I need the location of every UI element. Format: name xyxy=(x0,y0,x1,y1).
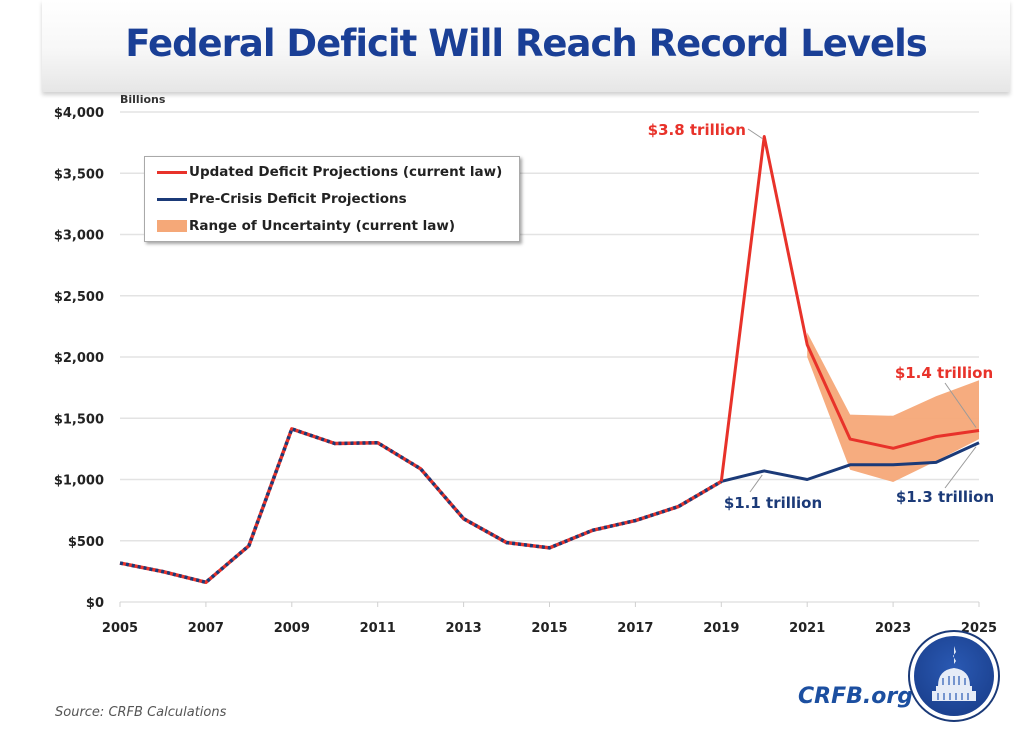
annotation-label: $1.3 trillion xyxy=(896,488,994,506)
y-tick-label: $500 xyxy=(68,535,104,550)
x-tick-label: 2023 xyxy=(875,621,911,636)
y-tick-label: $2,500 xyxy=(54,290,104,305)
annotation-leader xyxy=(749,474,763,493)
y-tick-label: $4,000 xyxy=(54,106,104,121)
x-tick-label: 2005 xyxy=(102,621,138,636)
y-tick-label: $1,000 xyxy=(54,474,104,489)
y-tick-label: $2,000 xyxy=(54,351,104,366)
legend-swatch-range xyxy=(157,220,187,232)
x-tick-label: 2021 xyxy=(789,621,825,636)
x-tick-label: 2011 xyxy=(360,621,396,636)
range-of-uncertainty-band xyxy=(807,332,979,482)
legend-swatch-updated xyxy=(157,170,187,174)
x-tick-label: 2009 xyxy=(274,621,310,636)
annotation-label: $1.1 trillion xyxy=(724,494,822,512)
precrisis-projection-line xyxy=(720,441,980,483)
y-tick-label: $1,500 xyxy=(54,412,104,427)
legend-item-precrisis: Pre-Crisis Deficit Projections xyxy=(157,188,407,210)
annotation-leader xyxy=(944,446,977,489)
x-tick-label: 2017 xyxy=(617,621,653,636)
x-tick-label: 2013 xyxy=(446,621,482,636)
annotation-label: $1.4 trillion xyxy=(895,364,993,382)
updated-projection-line xyxy=(719,135,980,482)
capitol-dome-icon xyxy=(908,630,1000,722)
y-tick-label: $0 xyxy=(86,596,104,611)
y-axis-unit-label: Billions xyxy=(120,93,166,106)
y-tick-label: $3,000 xyxy=(54,229,104,244)
legend-item-range: Range of Uncertainty (current law) xyxy=(157,215,455,237)
brand-link[interactable]: CRFB.org xyxy=(798,684,913,709)
y-tick-label: $3,500 xyxy=(54,167,104,182)
annotation-label: $3.8 trillion xyxy=(648,121,746,139)
legend: Updated Deficit Projections (current law… xyxy=(144,156,520,242)
legend-label: Pre-Crisis Deficit Projections xyxy=(189,191,407,207)
annotation-leader xyxy=(747,128,763,139)
historical-line-red xyxy=(119,427,723,585)
annotation-leader xyxy=(944,382,977,428)
x-tick-label: 2019 xyxy=(703,621,739,636)
title-banner: Federal Deficit Will Reach Record Levels xyxy=(42,0,1010,92)
legend-swatch-precrisis xyxy=(157,197,187,201)
chart-title: Federal Deficit Will Reach Record Levels xyxy=(125,22,928,65)
legend-label: Updated Deficit Projections (current law… xyxy=(189,164,503,180)
legend-label: Range of Uncertainty (current law) xyxy=(189,218,456,234)
x-tick-label: 2015 xyxy=(531,621,567,636)
x-tick-label: 2007 xyxy=(188,621,224,636)
legend-item-updated: Updated Deficit Projections (current law… xyxy=(157,161,502,183)
source-note: Source: CRFB Calculations xyxy=(55,705,227,720)
historical-line-blue-dash xyxy=(119,427,723,585)
